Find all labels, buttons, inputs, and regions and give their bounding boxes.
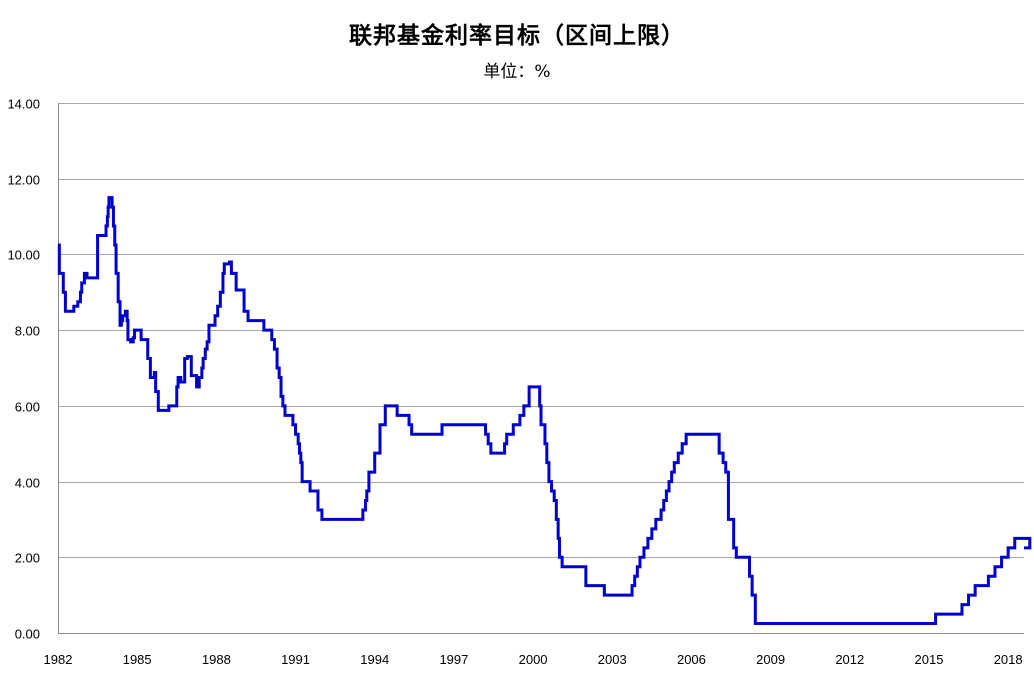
x-tick-label: 2018 [994,652,1023,667]
x-tick-label: 1982 [44,652,73,667]
x-tick-label: 1985 [123,652,152,667]
y-tick-label: 12.00 [7,173,40,188]
series-layer [57,196,1032,626]
x-tick-label: 2006 [677,652,706,667]
x-tick-label: 1997 [439,652,468,667]
x-tick-label: 2003 [598,652,627,667]
y-tick-label: 10.00 [7,248,40,263]
chart-title: 联邦基金利率目标（区间上限） [349,23,685,49]
axes [58,103,1024,634]
y-axis-tick-labels: 0.00 2.00 4.00 6.00 8.00 10.00 12.00 14.00 [7,97,40,642]
x-tick-label: 2000 [519,652,548,667]
y-tick-label: 0.00 [15,627,40,642]
y-tick-label: 6.00 [15,400,40,415]
x-tick-label: 2009 [756,652,785,667]
y-tick-label: 4.00 [15,476,40,491]
x-tick-label: 2012 [835,652,864,667]
y-tick-label: 2.00 [15,551,40,566]
chart-subtitle: 单位：% [483,62,551,82]
y-tick-label: 14.00 [7,97,40,112]
gridlines [58,103,1024,558]
series-line [57,196,1032,626]
x-tick-label: 1991 [281,652,310,667]
x-axis-tick-labels: 1982 1985 1988 1991 1994 1997 2000 2003 2006 2009… [44,652,1023,667]
x-tick-label: 2015 [915,652,944,667]
y-tick-label: 8.00 [15,324,40,339]
x-tick-label: 1988 [202,652,231,667]
x-tick-label: 1994 [360,652,389,667]
